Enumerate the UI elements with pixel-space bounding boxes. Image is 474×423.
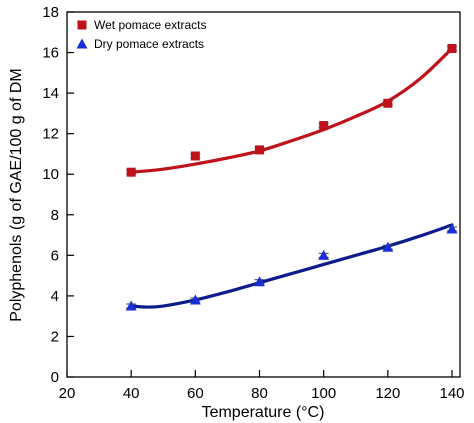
y-tick-label: 8 xyxy=(51,207,59,224)
legend-label-2: Dry pomace extracts xyxy=(94,37,204,51)
data-point xyxy=(125,300,137,311)
data-point xyxy=(446,223,458,234)
ticks: 20 40 60 80 100 120 140 0 2 4 6 8 10 12 14 16 18 xyxy=(42,4,464,402)
y-tick-label: 10 xyxy=(42,166,59,183)
x-tick-label: 80 xyxy=(251,385,268,402)
data-point xyxy=(382,241,394,252)
y-tick-label: 2 xyxy=(51,328,59,345)
y-axis-label: Polyphenols (g of GAE/100 g of DM xyxy=(8,68,25,321)
data-point xyxy=(318,249,330,260)
legend-marker-2 xyxy=(76,38,88,49)
fit-line-1 xyxy=(129,46,454,174)
data-point xyxy=(189,294,201,305)
fit-lines xyxy=(129,46,454,309)
x-tick-label: 120 xyxy=(375,385,400,402)
y-tick-label: 12 xyxy=(42,126,59,143)
fit-line-2 xyxy=(129,223,454,309)
x-tick-label: 40 xyxy=(123,385,140,402)
x-tick-label: 140 xyxy=(439,385,464,402)
y-tick-label: 6 xyxy=(51,247,59,264)
data-point xyxy=(126,167,136,177)
x-tick-label: 20 xyxy=(59,385,76,402)
x-axis-label: Temperature (°C) xyxy=(202,404,325,421)
plot-frame xyxy=(66,11,461,378)
data-point xyxy=(190,151,200,161)
y-tick-label: 0 xyxy=(51,369,59,386)
data-point xyxy=(319,121,329,131)
data-point xyxy=(255,145,264,155)
y-tick-label: 14 xyxy=(42,85,59,102)
x-tick-label: 100 xyxy=(311,385,336,402)
y-tick-label: 4 xyxy=(51,288,59,305)
x-tick-label: 60 xyxy=(187,385,204,402)
y-tick-label: 16 xyxy=(42,45,59,62)
legend: Wet pomace extracts Dry pomace extracts xyxy=(76,18,207,51)
data-points xyxy=(125,44,458,311)
y-tick-label: 18 xyxy=(42,4,59,21)
data-point xyxy=(383,98,393,108)
legend-label-1: Wet pomace extracts xyxy=(94,18,207,32)
data-point xyxy=(447,44,457,53)
legend-marker-1 xyxy=(77,20,87,30)
data-point xyxy=(254,276,265,287)
